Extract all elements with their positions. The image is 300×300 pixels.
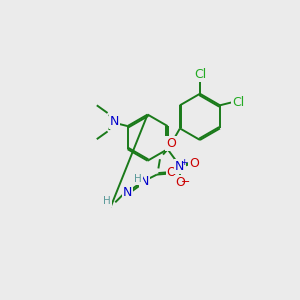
Text: H: H — [103, 196, 111, 206]
Text: +: + — [180, 158, 188, 167]
Text: Cl: Cl — [232, 96, 244, 109]
Text: O: O — [189, 157, 199, 169]
Text: O: O — [167, 166, 176, 179]
Text: −: − — [181, 177, 190, 187]
Text: N: N — [123, 186, 132, 199]
Text: H: H — [134, 174, 142, 184]
Text: Cl: Cl — [194, 68, 206, 81]
Text: O: O — [175, 176, 185, 189]
Text: N: N — [110, 115, 119, 128]
Text: N: N — [175, 160, 184, 172]
Text: N: N — [140, 175, 149, 188]
Text: O: O — [166, 136, 175, 149]
